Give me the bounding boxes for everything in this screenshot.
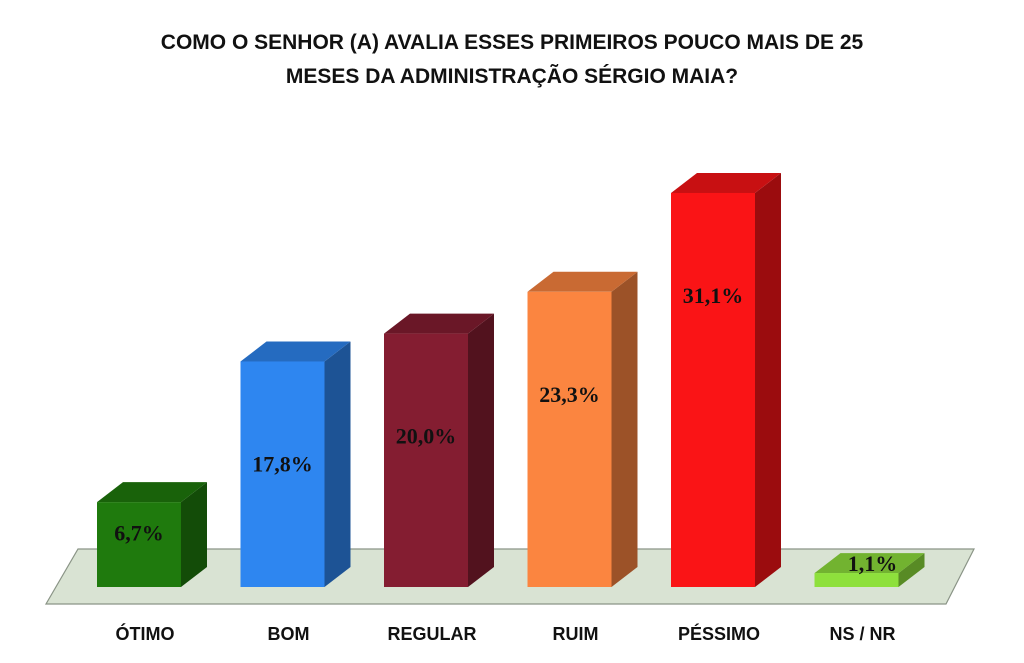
category-labels-group: ÓTIMO BOM REGULAR RUIM PÉSSIMO NS / NR (116, 623, 896, 644)
bar-front-face (814, 573, 899, 587)
bar-side-face (468, 313, 494, 587)
bar-top-face (97, 482, 207, 503)
bar-side-face (755, 172, 781, 587)
value-label: 6,7% (114, 520, 164, 545)
value-labels-group: 6,7% 17,8% 20,0% 23,3% 31,1% 1,1% (114, 283, 897, 576)
bar-front-face (97, 502, 181, 587)
bars-group (97, 172, 925, 587)
category-label: PÉSSIMO (678, 623, 760, 644)
bar-side-face (324, 341, 351, 587)
bar-front-face (240, 361, 325, 587)
bar-1 (240, 341, 351, 587)
chart-title-line-1: COMO O SENHOR (A) AVALIA ESSES PRIMEIROS… (160, 31, 864, 54)
bar-front-face (671, 192, 755, 587)
bar-3 (527, 271, 638, 587)
chart-title-line-2: MESES DA ADMINISTRAÇÃO SÉRGIO MAIA? (285, 65, 739, 88)
category-label: REGULAR (388, 624, 477, 644)
bar-top-face (240, 341, 351, 362)
category-label: ÓTIMO (116, 623, 175, 644)
value-label: 23,3% (539, 382, 600, 407)
bar-0 (97, 482, 207, 587)
bar-front-face (384, 333, 468, 587)
category-label: BOM (268, 624, 310, 644)
value-label: 1,1% (848, 551, 898, 576)
value-label: 20,0% (396, 424, 457, 449)
bar-2 (384, 313, 494, 587)
category-label: NS / NR (829, 624, 895, 644)
chart-title: COMO O SENHOR (A) AVALIA ESSES PRIMEIROS… (0, 26, 1024, 94)
bar-front-face (527, 291, 612, 587)
bar-top-face (384, 313, 494, 334)
bar-side-face (611, 271, 638, 587)
bar-5 (814, 553, 925, 587)
bar-top-face (814, 553, 925, 574)
value-label: 17,8% (252, 451, 313, 476)
bar-4 (671, 172, 781, 587)
bar-side-face (898, 553, 925, 587)
bar-top-face (671, 172, 781, 193)
bar-top-face (527, 271, 638, 292)
category-label: RUIM (553, 624, 599, 644)
bar-side-face (181, 482, 207, 587)
value-label: 31,1% (683, 283, 744, 308)
